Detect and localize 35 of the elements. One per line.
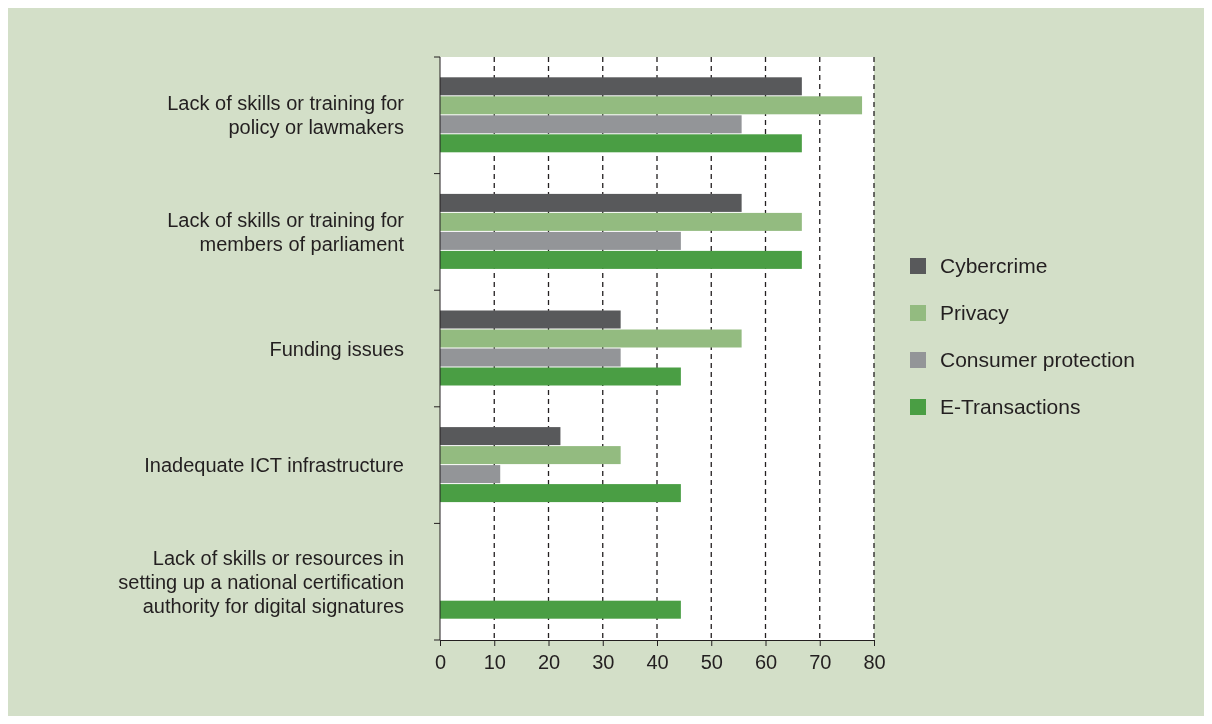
bar bbox=[440, 231, 681, 250]
legend-label: E-Transactions bbox=[940, 395, 1081, 419]
bar bbox=[440, 367, 681, 386]
bar bbox=[440, 465, 501, 484]
bar bbox=[440, 484, 681, 503]
x-tick-label: 40 bbox=[646, 651, 669, 673]
x-tick-label: 80 bbox=[863, 651, 886, 673]
bar bbox=[440, 329, 742, 348]
bar bbox=[440, 212, 802, 231]
x-tick-label: 0 bbox=[434, 651, 447, 673]
bar bbox=[440, 600, 681, 619]
y-tick-label: Lack of skills or training for policy or lawmakers bbox=[167, 92, 405, 139]
bar bbox=[440, 250, 802, 269]
legend-label: Consumer protection bbox=[940, 348, 1135, 372]
bar bbox=[440, 115, 742, 134]
y-tick-label: Lack of skills or resources in setting up a national certification authority for digital signatures bbox=[118, 546, 404, 617]
y-tick-label: Funding issues bbox=[269, 337, 404, 360]
x-tick-label: 70 bbox=[809, 651, 832, 673]
x-tick-label: 20 bbox=[537, 651, 561, 673]
bar bbox=[440, 310, 621, 329]
bar bbox=[440, 134, 802, 153]
x-tick-label: 50 bbox=[700, 651, 723, 673]
bar bbox=[440, 77, 802, 96]
y-tick-label: Lack of skills or training for members of parliament bbox=[167, 208, 405, 255]
y-tick-label: Inadequate ICT infrastructure bbox=[144, 454, 404, 477]
legend-label: Privacy bbox=[940, 301, 1010, 325]
bar bbox=[440, 96, 863, 115]
x-tick-label: 30 bbox=[592, 651, 615, 673]
bar bbox=[440, 348, 621, 367]
legend-label: Cybercrime bbox=[940, 254, 1048, 278]
bar bbox=[440, 193, 742, 212]
bar bbox=[440, 427, 561, 446]
bar bbox=[440, 446, 621, 465]
x-tick-label: 60 bbox=[754, 651, 778, 673]
x-tick-label: 10 bbox=[483, 651, 506, 673]
